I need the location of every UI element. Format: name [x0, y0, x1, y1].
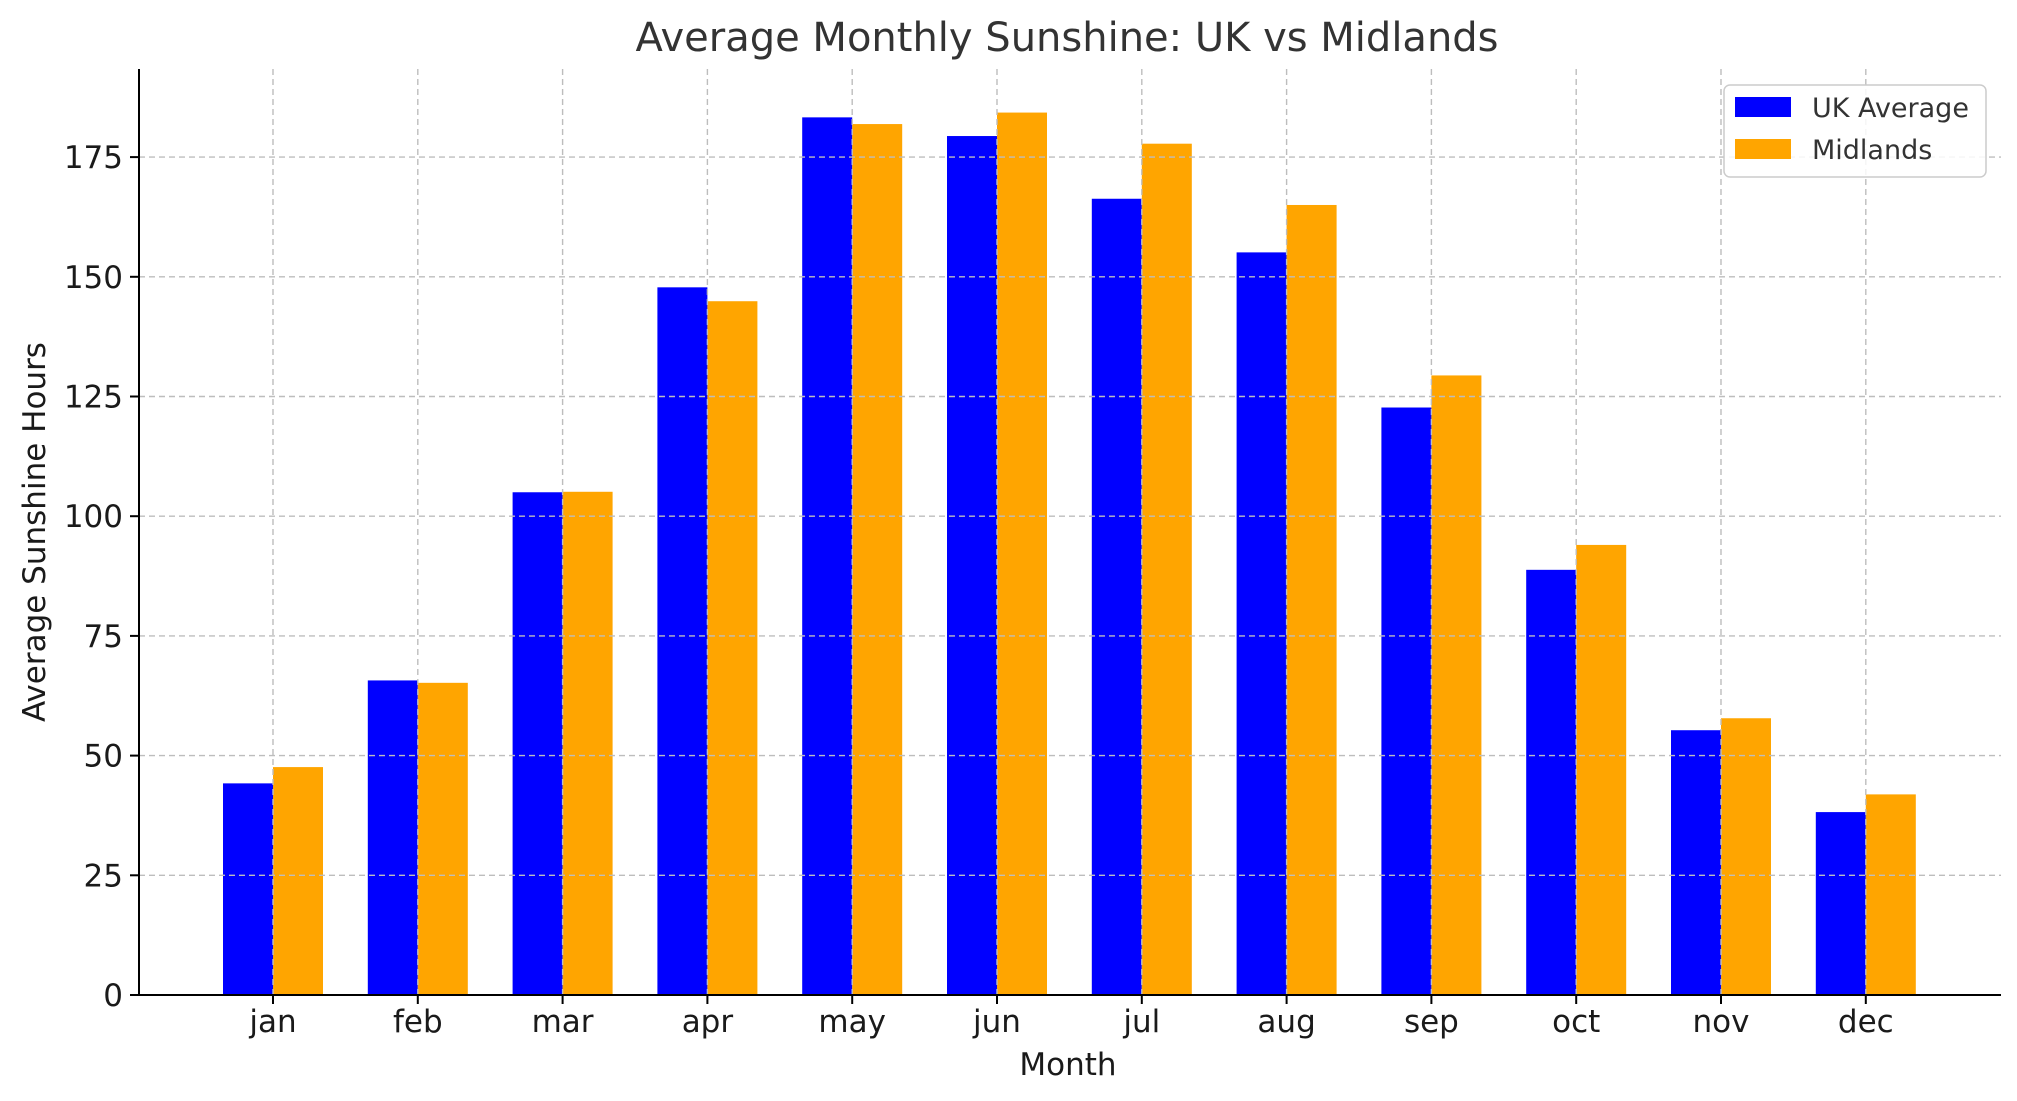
x-tick-label-dec: dec [1838, 1004, 1894, 1040]
bar-uk-average-jul [1091, 198, 1142, 996]
x-tick-label-feb: feb [393, 1004, 443, 1040]
legend-swatch-midlands [1735, 139, 1791, 159]
x-tick-label-mar: mar [532, 1004, 594, 1040]
x-tick-label-sep: sep [1404, 1004, 1459, 1040]
x-tick-label-jul: jul [1122, 1004, 1160, 1040]
bar-uk-average-may [802, 117, 853, 996]
bar-uk-average-jan [223, 783, 273, 995]
y-axis-ticks: 0 25 50 75 100 125 150 175 [64, 140, 139, 1014]
x-tick-label-jan: jan [248, 1004, 296, 1040]
bar-uk-average-mar [512, 492, 563, 995]
x-tick-label-may: may [818, 1004, 886, 1040]
bar-midlands-apr [707, 301, 758, 995]
legend-label-uk-average: UK Average [1812, 93, 1969, 124]
bar-uk-average-feb [367, 680, 418, 995]
y-tick-label: 100 [64, 499, 123, 535]
chart-title: Average Monthly Sunshine: UK vs Midlands [635, 15, 1498, 61]
y-tick-label: 125 [64, 379, 123, 415]
x-tick-label-aug: aug [1257, 1004, 1315, 1040]
axes [138, 69, 2001, 996]
legend: UK Average Midlands [1723, 84, 1987, 178]
bar-midlands-may [852, 124, 903, 995]
x-tick-label-nov: nov [1693, 1004, 1750, 1040]
bar-midlands-sep [1431, 375, 1482, 995]
bar-uk-average-nov [1671, 730, 1721, 995]
y-tick-label: 75 [84, 619, 123, 655]
x-axis-title: Month [1019, 1047, 1116, 1083]
x-tick-label-apr: apr [682, 1004, 734, 1040]
bar-uk-average-oct [1526, 569, 1577, 995]
y-tick-label: 25 [84, 858, 123, 894]
bar-midlands-jun [997, 112, 1047, 995]
bar-midlands-mar [562, 491, 613, 995]
y-tick-label: 50 [84, 739, 123, 775]
bar-midlands-aug [1286, 204, 1337, 996]
bar-uk-average-sep [1381, 407, 1432, 995]
x-tick-label-oct: oct [1552, 1004, 1600, 1040]
grid [139, 69, 2001, 995]
bar-uk-average-dec [1815, 812, 1866, 995]
y-axis-title: Average Sunshine Hours [17, 342, 53, 722]
bar-uk-average-aug [1236, 252, 1287, 995]
y-tick-label: 0 [103, 978, 123, 1014]
bar-midlands-dec [1865, 794, 1916, 995]
x-tick-label-jun: jun [972, 1004, 1021, 1040]
legend-swatch-uk-average [1735, 97, 1791, 117]
bar-uk-average-apr [657, 287, 708, 995]
bar-midlands-jan [273, 767, 323, 995]
y-tick-label: 175 [64, 140, 123, 176]
bar-uk-average-jun [947, 136, 997, 996]
bar-midlands-oct [1576, 544, 1627, 995]
x-axis-ticks: jan feb mar apr may jun jul aug sep oct nov dec [248, 995, 1894, 1040]
bars [223, 112, 1916, 996]
bar-midlands-nov [1721, 718, 1771, 995]
bar-midlands-feb [417, 682, 468, 995]
bar-midlands-jul [1141, 143, 1192, 995]
legend-label-midlands: Midlands [1812, 135, 1932, 166]
y-tick-label: 150 [64, 260, 123, 296]
